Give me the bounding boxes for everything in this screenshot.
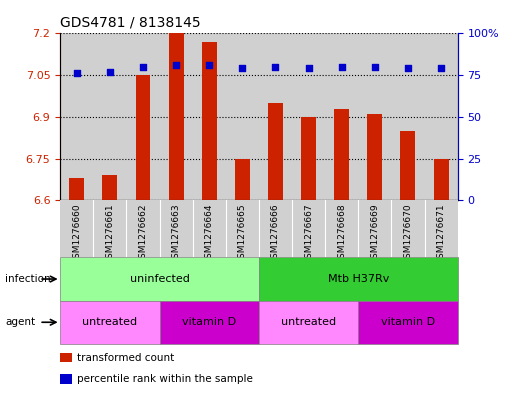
Bar — [93, 33, 127, 200]
Text: vitamin D: vitamin D — [182, 317, 236, 327]
Text: GSM1276670: GSM1276670 — [403, 203, 413, 264]
Text: GSM1276671: GSM1276671 — [437, 203, 446, 264]
Point — [304, 65, 313, 72]
Bar — [434, 159, 449, 200]
Point — [205, 62, 213, 68]
Bar — [259, 33, 292, 200]
Text: percentile rank within the sample: percentile rank within the sample — [77, 374, 253, 384]
Text: transformed count: transformed count — [77, 353, 174, 363]
Point — [172, 62, 180, 68]
Text: GSM1276667: GSM1276667 — [304, 203, 313, 264]
Text: untreated: untreated — [82, 317, 138, 327]
Bar — [60, 33, 93, 200]
Text: GSM1276662: GSM1276662 — [139, 203, 147, 264]
Bar — [60, 301, 160, 344]
Bar — [268, 103, 283, 200]
Bar — [292, 200, 325, 257]
Bar — [160, 301, 259, 344]
Bar — [168, 33, 184, 200]
Bar — [367, 114, 382, 200]
Bar — [325, 33, 358, 200]
Bar — [235, 159, 250, 200]
Bar — [202, 42, 217, 200]
Bar — [259, 301, 358, 344]
Point — [238, 65, 246, 72]
Bar — [401, 131, 415, 200]
Bar — [334, 108, 349, 200]
Point — [337, 64, 346, 70]
Text: agent: agent — [5, 317, 36, 327]
Bar — [292, 33, 325, 200]
Point — [371, 64, 379, 70]
Bar — [192, 200, 226, 257]
Bar — [259, 257, 458, 301]
Text: untreated: untreated — [281, 317, 336, 327]
Bar — [226, 33, 259, 200]
Point — [106, 69, 114, 75]
Bar — [160, 200, 192, 257]
Bar — [160, 33, 192, 200]
Bar — [127, 33, 160, 200]
Bar — [60, 200, 93, 257]
Bar — [391, 33, 425, 200]
Text: GDS4781 / 8138145: GDS4781 / 8138145 — [60, 15, 201, 29]
Text: uninfected: uninfected — [130, 274, 189, 284]
Bar — [425, 200, 458, 257]
Point — [271, 64, 280, 70]
Bar — [301, 117, 316, 200]
Text: GSM1276663: GSM1276663 — [172, 203, 180, 264]
Bar — [325, 200, 358, 257]
Point — [139, 64, 147, 70]
Text: GSM1276666: GSM1276666 — [271, 203, 280, 264]
Text: GSM1276660: GSM1276660 — [72, 203, 81, 264]
Bar — [226, 200, 259, 257]
Point — [73, 70, 81, 77]
Text: Mtb H37Rv: Mtb H37Rv — [327, 274, 389, 284]
Bar — [127, 200, 160, 257]
Text: GSM1276664: GSM1276664 — [204, 203, 214, 264]
Text: GSM1276661: GSM1276661 — [105, 203, 115, 264]
Bar — [259, 200, 292, 257]
Bar — [192, 33, 226, 200]
Bar — [69, 178, 84, 200]
Text: vitamin D: vitamin D — [381, 317, 435, 327]
Text: GSM1276668: GSM1276668 — [337, 203, 346, 264]
Bar — [391, 200, 425, 257]
Bar — [358, 301, 458, 344]
Bar — [425, 33, 458, 200]
Bar — [60, 257, 259, 301]
Bar — [135, 75, 151, 200]
Point — [404, 65, 412, 72]
Bar — [103, 175, 117, 200]
Text: GSM1276669: GSM1276669 — [370, 203, 379, 264]
Point — [437, 65, 445, 72]
Bar — [358, 33, 391, 200]
Bar — [358, 200, 391, 257]
Text: infection: infection — [5, 274, 51, 284]
Text: GSM1276665: GSM1276665 — [238, 203, 247, 264]
Bar — [93, 200, 127, 257]
